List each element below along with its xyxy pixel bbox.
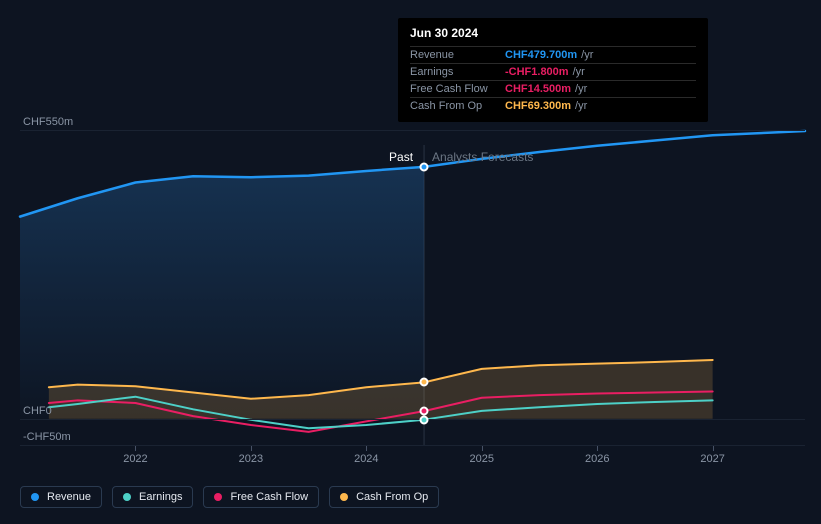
legend-label: Revenue: [47, 491, 91, 503]
legend: Revenue Earnings Free Cash Flow Cash From O…: [20, 486, 439, 508]
y-axis-tick-label: -CHF50m: [23, 431, 71, 443]
x-axis-tick-label: 2027: [700, 453, 724, 465]
legend-label: Earnings: [139, 491, 182, 503]
tooltip-row-label: Free Cash Flow: [410, 83, 505, 95]
tooltip-row-value: -CHF1.800m: [505, 66, 569, 78]
tooltip-row: Free Cash FlowCHF14.500m/yr: [410, 80, 696, 97]
legend-item-revenue[interactable]: Revenue: [20, 486, 102, 508]
x-axis-tick-label: 2026: [585, 453, 609, 465]
tooltip-title: Jun 30 2024: [410, 26, 696, 44]
legend-dot-icon: [214, 493, 222, 501]
x-axis-tick-label: 2024: [354, 453, 378, 465]
gridline: [20, 445, 805, 446]
tooltip-row-unit: /yr: [581, 49, 593, 61]
cash_from_op-marker: [420, 378, 429, 387]
tooltip-row: RevenueCHF479.700m/yr: [410, 46, 696, 63]
x-axis-tick-label: 2023: [239, 453, 263, 465]
tooltip-row: Cash From OpCHF69.300m/yr: [410, 97, 696, 114]
tooltip-row: Earnings-CHF1.800m/yr: [410, 63, 696, 80]
past-region-label: Past: [389, 150, 413, 164]
legend-item-free_cash_flow[interactable]: Free Cash Flow: [203, 486, 319, 508]
tooltip-row-label: Revenue: [410, 49, 505, 61]
tooltip-row-unit: /yr: [573, 66, 585, 78]
y-axis-tick-label: CHF0: [23, 405, 52, 417]
legend-dot-icon: [123, 493, 131, 501]
legend-item-cash_from_op[interactable]: Cash From Op: [329, 486, 439, 508]
chart-container: CHF550m CHF0 -CHF50m 2022 2023 2024 2025 2026 2…: [0, 0, 821, 524]
earnings-marker: [420, 415, 429, 424]
gridline: [20, 419, 805, 420]
x-axis-tick-label: 2025: [470, 453, 494, 465]
gridline: [20, 130, 805, 131]
tooltip-row-label: Cash From Op: [410, 100, 505, 112]
tooltip-row-value: CHF69.300m: [505, 100, 571, 112]
legend-dot-icon: [31, 493, 39, 501]
revenue-marker: [420, 162, 429, 171]
tooltip-row-value: CHF14.500m: [505, 83, 571, 95]
legend-label: Cash From Op: [356, 491, 428, 503]
tooltip-row-unit: /yr: [575, 100, 587, 112]
x-axis-tick-label: 2022: [123, 453, 147, 465]
forecast-region-label: Analysts Forecasts: [432, 150, 533, 164]
y-axis-tick-label: CHF550m: [23, 116, 73, 128]
tooltip-row-unit: /yr: [575, 83, 587, 95]
tooltip-row-value: CHF479.700m: [505, 49, 577, 61]
legend-dot-icon: [340, 493, 348, 501]
tooltip-row-label: Earnings: [410, 66, 505, 78]
chart-tooltip: Jun 30 2024 RevenueCHF479.700m/yrEarning…: [398, 18, 708, 122]
legend-item-earnings[interactable]: Earnings: [112, 486, 193, 508]
legend-label: Free Cash Flow: [230, 491, 308, 503]
